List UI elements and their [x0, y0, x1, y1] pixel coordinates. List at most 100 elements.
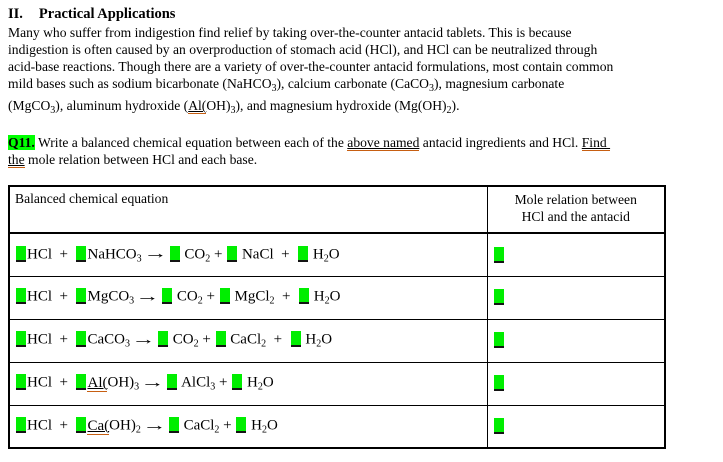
answer-blank[interactable]	[162, 288, 173, 305]
subscript: 2	[257, 381, 263, 393]
answer-blank[interactable]	[76, 245, 87, 262]
text-segment: indigestion is often caused by an overpr…	[8, 42, 598, 57]
worksheet-table: Balanced chemical equation Mole relation…	[8, 185, 666, 449]
subscript: 3	[210, 381, 216, 393]
answer-blank[interactable]	[493, 375, 504, 392]
table-header-row: Balanced chemical equation Mole relation…	[8, 185, 666, 234]
text-segment: ), calcium carbonate (CaCO	[276, 76, 430, 91]
answer-blank[interactable]	[76, 417, 87, 433]
subscript: 2	[193, 338, 199, 350]
underlined-flagged-text: the	[8, 152, 25, 168]
text-line: (MgCO3), aluminum hydroxide (Al(OH)3), a…	[8, 97, 719, 119]
text-segment: +	[52, 246, 76, 262]
equation-row: HCl + Al(OH)3 → AlCl3 + H2O	[8, 361, 666, 406]
text-segment: H	[309, 288, 325, 305]
text-segment: MgCl	[230, 288, 270, 305]
answer-blank[interactable]	[76, 288, 87, 305]
equation: HCl + MgCO3 → CO2 + MgCl2 + H2O	[8, 275, 488, 320]
answer-blank[interactable]	[236, 417, 247, 433]
col-header-mole-line1: Mole relation between	[514, 192, 637, 207]
answer-blank[interactable]	[227, 245, 238, 262]
answer-blank[interactable]	[493, 418, 504, 434]
subscript: 3	[429, 83, 435, 94]
text-segment: +	[273, 246, 298, 262]
text-segment: mole relation between HCl and each base.	[24, 152, 258, 167]
equation: HCl + NaHCO3 → CO2 + NaCl + H2O	[8, 232, 488, 277]
underlined-flagged-text: Al(	[188, 98, 207, 114]
answer-blank[interactable]	[298, 245, 309, 262]
answer-blank[interactable]	[168, 417, 179, 433]
text-segment: CaCl	[226, 331, 262, 348]
text-segment: +	[198, 331, 215, 348]
answer-blank[interactable]	[16, 288, 26, 305]
text-segment: HCl	[27, 374, 53, 391]
answer-blank[interactable]	[16, 331, 26, 348]
subscript: 2	[135, 424, 141, 436]
subscript: 2	[316, 338, 322, 350]
answer-blank[interactable]	[493, 332, 504, 349]
answer-blank[interactable]	[16, 374, 26, 391]
answer-blank[interactable]	[16, 245, 26, 262]
text-line: mild bases such as sodium bicarbonate (N…	[8, 75, 719, 97]
answer-blank[interactable]	[157, 331, 168, 348]
answer-blank[interactable]	[232, 374, 243, 391]
answer-blank[interactable]	[215, 331, 226, 348]
text-segment: O	[329, 288, 341, 305]
reaction-arrow: →	[135, 288, 160, 305]
subscript: 2	[197, 295, 203, 307]
answer-blank[interactable]	[219, 288, 230, 305]
answer-blank[interactable]	[76, 374, 87, 391]
mole-relation-cell	[486, 318, 666, 363]
text-segment: Write a balanced chemical equation betwe…	[34, 135, 348, 150]
reaction-arrow: →	[142, 417, 167, 434]
text-segment: MgCO	[87, 288, 130, 305]
text-segment: CaCl	[179, 417, 215, 434]
text-line: acid-base reactions. Though there are a …	[8, 58, 719, 75]
col-header-equation: Balanced chemical equation	[8, 185, 488, 234]
text-segment: O	[262, 374, 274, 391]
text-segment: AlCl	[178, 374, 211, 391]
answer-blank[interactable]	[167, 374, 178, 391]
text-line: Many who suffer from indigestion find re…	[8, 24, 719, 41]
section-number: II.	[8, 6, 23, 22]
reaction-arrow: →	[143, 246, 168, 262]
text-segment: +	[266, 331, 290, 348]
text-segment: OH)	[206, 98, 231, 113]
text-segment: HCl	[27, 288, 53, 305]
text-segment: Many who suffer from indigestion find re…	[8, 25, 572, 40]
subscript: 2	[446, 105, 452, 116]
answer-blank[interactable]	[76, 331, 87, 348]
text-segment: OH)	[107, 374, 135, 391]
text-segment: ).	[451, 98, 460, 113]
text-segment: HCl	[27, 417, 53, 434]
underlined-flagged-text: above named	[347, 135, 420, 151]
text-segment: ), aluminum hydroxide (	[55, 98, 189, 113]
text-segment: HCl	[27, 246, 53, 262]
answer-blank[interactable]	[298, 288, 309, 305]
text-segment: +	[52, 417, 76, 434]
subscript: 3	[271, 83, 277, 94]
equation-row: HCl + MgCO3 → CO2 + MgCl2 + H2O	[8, 275, 666, 320]
answer-blank[interactable]	[493, 289, 504, 306]
text-segment: OH)	[109, 417, 136, 434]
subscript: 2	[324, 295, 330, 307]
underlined-flagged-text: Al(	[87, 374, 108, 392]
equation-row: HCl + NaHCO3 → CO2 + NaCl + H2O	[8, 232, 666, 277]
answer-blank[interactable]	[16, 417, 26, 433]
text-segment: CaCO	[87, 331, 125, 348]
answer-blank[interactable]	[493, 246, 504, 263]
question-paragraph: Q11. Write a balanced chemical equation …	[8, 134, 719, 168]
subscript: 3	[136, 253, 142, 264]
text-segment: CO	[173, 288, 198, 305]
intro-paragraph: Many who suffer from indigestion find re…	[8, 24, 719, 119]
answer-blank[interactable]	[169, 245, 180, 262]
text-segment: +	[219, 417, 236, 434]
reaction-arrow: →	[140, 374, 165, 391]
subscript: 2	[323, 253, 329, 264]
text-segment: CO	[180, 246, 206, 262]
subscript: 2	[205, 253, 211, 264]
text-segment: +	[52, 288, 76, 305]
text-line: indigestion is often caused by an overpr…	[8, 41, 719, 58]
answer-blank[interactable]	[290, 331, 301, 348]
question-label: Q11.	[8, 135, 35, 150]
